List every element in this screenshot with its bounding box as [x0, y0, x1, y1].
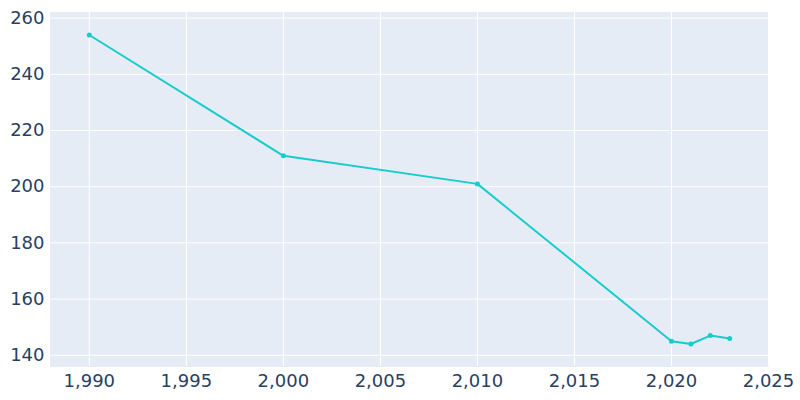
svg-text:2,025: 2,025: [743, 370, 795, 391]
svg-text:240: 240: [10, 63, 44, 84]
svg-text:2,000: 2,000: [258, 370, 310, 391]
svg-text:140: 140: [10, 344, 44, 365]
svg-text:1,995: 1,995: [161, 370, 213, 391]
svg-text:2,010: 2,010: [452, 370, 504, 391]
svg-text:2,020: 2,020: [646, 370, 698, 391]
svg-text:220: 220: [10, 119, 44, 140]
svg-text:1,990: 1,990: [64, 370, 116, 391]
svg-text:260: 260: [10, 7, 44, 28]
svg-text:2,015: 2,015: [549, 370, 601, 391]
svg-text:160: 160: [10, 288, 44, 309]
svg-text:180: 180: [10, 232, 44, 253]
svg-text:200: 200: [10, 175, 44, 196]
svg-text:2,005: 2,005: [355, 370, 407, 391]
